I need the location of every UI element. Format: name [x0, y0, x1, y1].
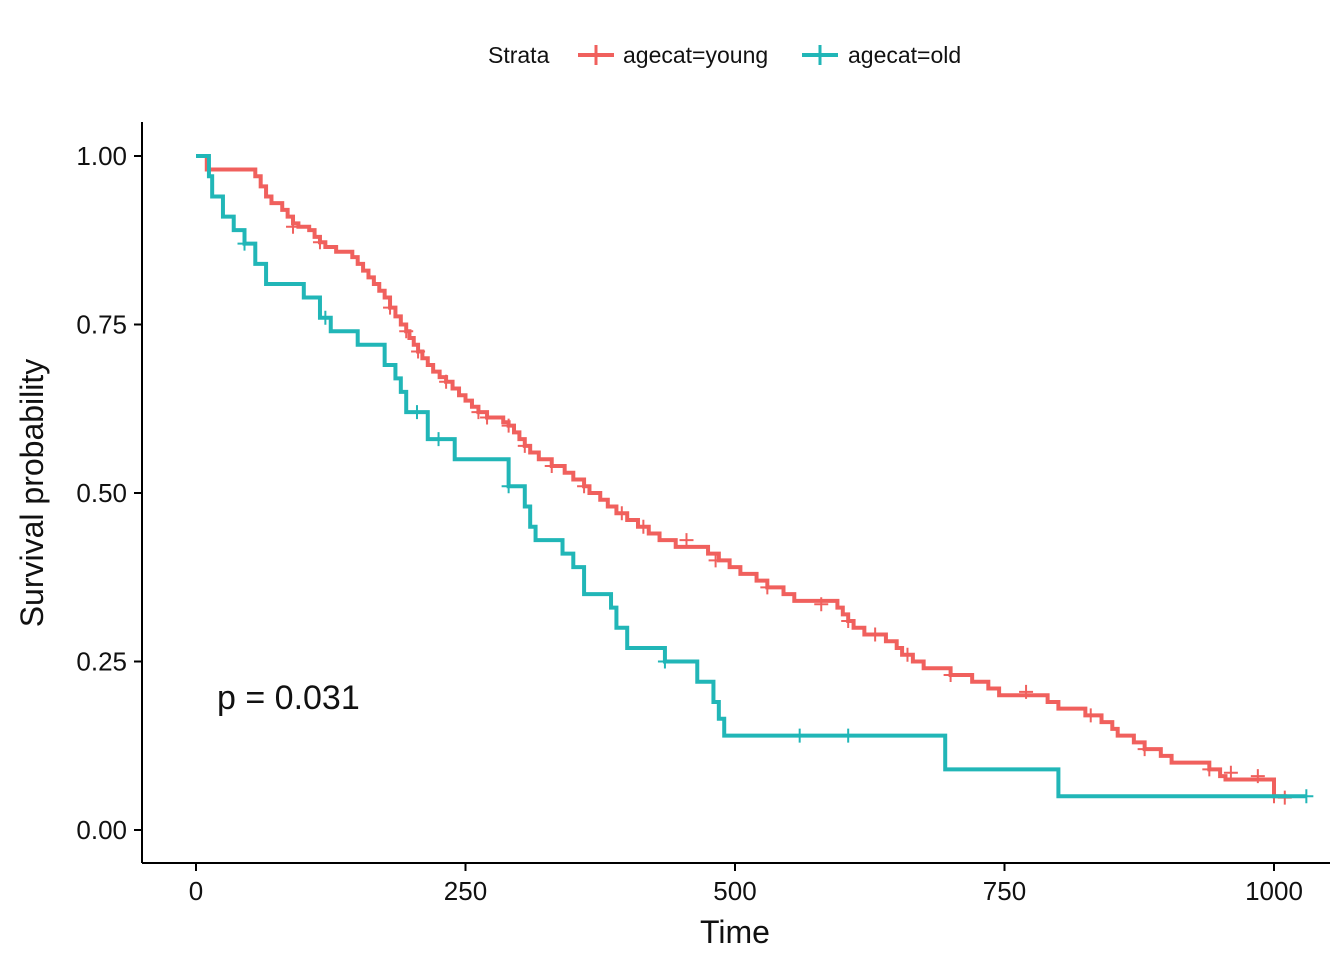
censor-mark-young [471, 405, 486, 420]
legend: Strata agecat=young agecat=old [488, 42, 961, 68]
x-tick-label: 750 [983, 876, 1026, 906]
censor-mark-young [1083, 708, 1098, 723]
censor-mark-young [383, 300, 398, 315]
censor-mark-young [480, 410, 495, 425]
x-tick-label: 1000 [1245, 876, 1303, 906]
censor-mark-young [1202, 762, 1217, 777]
y-tick-label: 1.00 [76, 141, 127, 171]
censor-mark-young [900, 647, 915, 662]
censor-mark-young [399, 324, 414, 339]
series-layer [196, 154, 1314, 805]
legend-label-old: agecat=old [848, 42, 961, 68]
censor-mark-young [614, 506, 629, 521]
censor-mark-old [431, 432, 446, 447]
censor-mark-young [501, 418, 516, 433]
x-tick-label: 0 [189, 876, 203, 906]
censor-mark-old [792, 728, 807, 743]
x-axis-title: Time [700, 914, 770, 950]
legend-item-old: agecat=old [802, 42, 961, 68]
x-tick-label: 500 [713, 876, 756, 906]
p-value-annotation: p = 0.031 [217, 679, 360, 717]
series-line-old [196, 154, 1307, 799]
y-tick-label: 0.00 [76, 815, 127, 845]
censor-mark-young [439, 374, 454, 389]
y-tick-label: 0.75 [76, 310, 127, 340]
censor-mark-young [841, 614, 856, 629]
censor-mark-young [411, 344, 426, 359]
censor-mark-young [679, 533, 694, 548]
y-ticks: 0.00 0.25 0.50 0.75 1.00 [76, 141, 142, 845]
x-ticks: 0 250 500 750 1000 [189, 863, 1303, 906]
censor-mark-old [841, 728, 856, 743]
censor-mark-young [1223, 765, 1238, 780]
censor-mark-old [318, 310, 333, 325]
legend-item-young: agecat=young [578, 42, 768, 68]
censor-mark-old [1299, 789, 1314, 804]
censor-mark-young [1019, 684, 1034, 699]
y-tick-label: 0.50 [76, 478, 127, 508]
legend-title: Strata [488, 42, 550, 68]
censor-mark-young [1250, 769, 1265, 784]
censor-mark-young [1137, 742, 1152, 757]
censor-mark-young [312, 235, 327, 250]
censor-mark-old [237, 236, 252, 251]
censor-mark-young [814, 597, 829, 612]
censor-mark-young [577, 479, 592, 494]
legend-label-young: agecat=young [623, 42, 768, 68]
censor-mark-old [409, 405, 424, 420]
censor-mark-young [517, 438, 532, 453]
censor-mark-young [636, 519, 651, 534]
y-axis-title: Survival probability [14, 359, 50, 628]
censor-mark-young [868, 627, 883, 642]
censor-mark-old [657, 654, 672, 669]
y-tick-label: 0.25 [76, 647, 127, 677]
censor-mark-young [286, 219, 301, 234]
censor-mark-young [760, 580, 775, 595]
censor-mark-young [943, 667, 958, 682]
series-line-young [196, 154, 1287, 799]
x-tick-label: 250 [444, 876, 487, 906]
censor-mark-young [708, 553, 723, 568]
censor-mark-old [501, 479, 516, 494]
censor-mark-young [544, 459, 559, 474]
